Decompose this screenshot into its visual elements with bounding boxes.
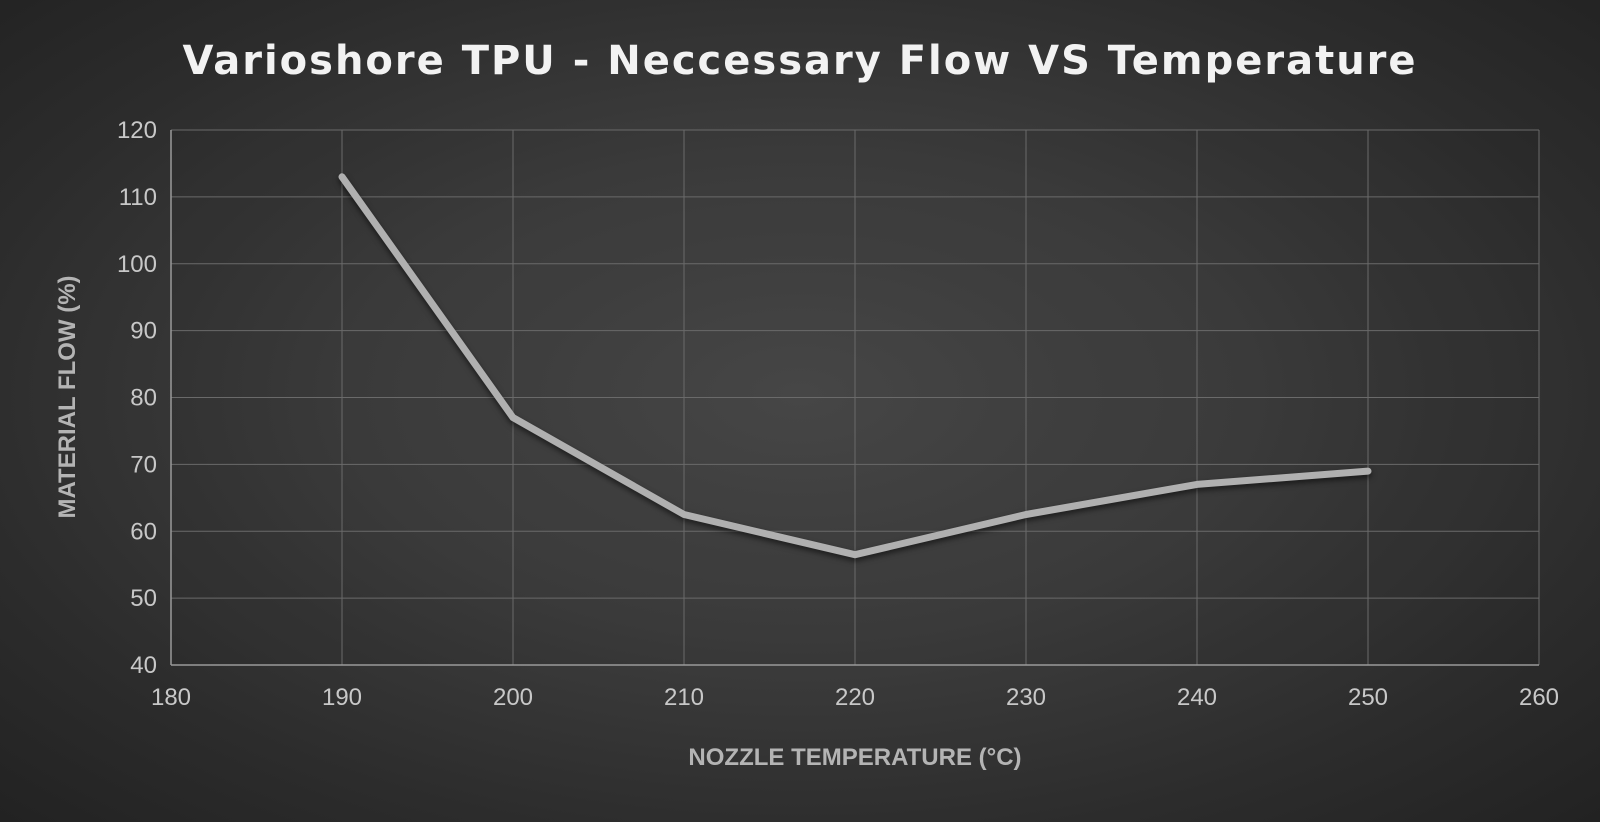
series-line — [338, 173, 1372, 559]
x-axis-title: NOZZLE TEMPERATURE (°C) — [688, 744, 1021, 771]
y-tick-label: 80 — [130, 385, 157, 412]
y-tick-label: 50 — [130, 585, 157, 612]
y-tick-label: 40 — [130, 652, 157, 679]
x-tick-label: 250 — [1348, 684, 1388, 711]
chart-title: Varioshore TPU - Neccessary Flow VS Temp… — [182, 38, 1417, 84]
y-tick-label: 110 — [119, 184, 157, 211]
x-tick-label: 210 — [664, 684, 704, 711]
y-tick-label: 90 — [130, 318, 157, 345]
y-axis-ticks: 40 50 60 70 80 90 100 110 120 — [117, 117, 157, 679]
gridlines — [171, 129, 1540, 665]
x-tick-label: 240 — [1177, 684, 1217, 711]
y-tick-label: 60 — [130, 518, 157, 545]
x-tick-label: 180 — [151, 684, 191, 711]
x-tick-label: 220 — [835, 684, 875, 711]
x-tick-label: 260 — [1519, 684, 1559, 711]
axes — [170, 130, 1539, 666]
x-tick-label: 200 — [493, 684, 533, 711]
y-tick-label: 120 — [117, 117, 157, 144]
y-tick-label: 100 — [117, 251, 157, 278]
x-axis-ticks: 180 190 200 210 220 230 240 250 260 — [151, 684, 1559, 711]
x-tick-label: 190 — [322, 684, 362, 711]
series-layer — [338, 173, 1372, 559]
y-axis-title: MATERIAL FLOW (%) — [54, 275, 81, 518]
y-tick-label: 70 — [130, 451, 157, 478]
x-tick-label: 230 — [1006, 684, 1046, 711]
